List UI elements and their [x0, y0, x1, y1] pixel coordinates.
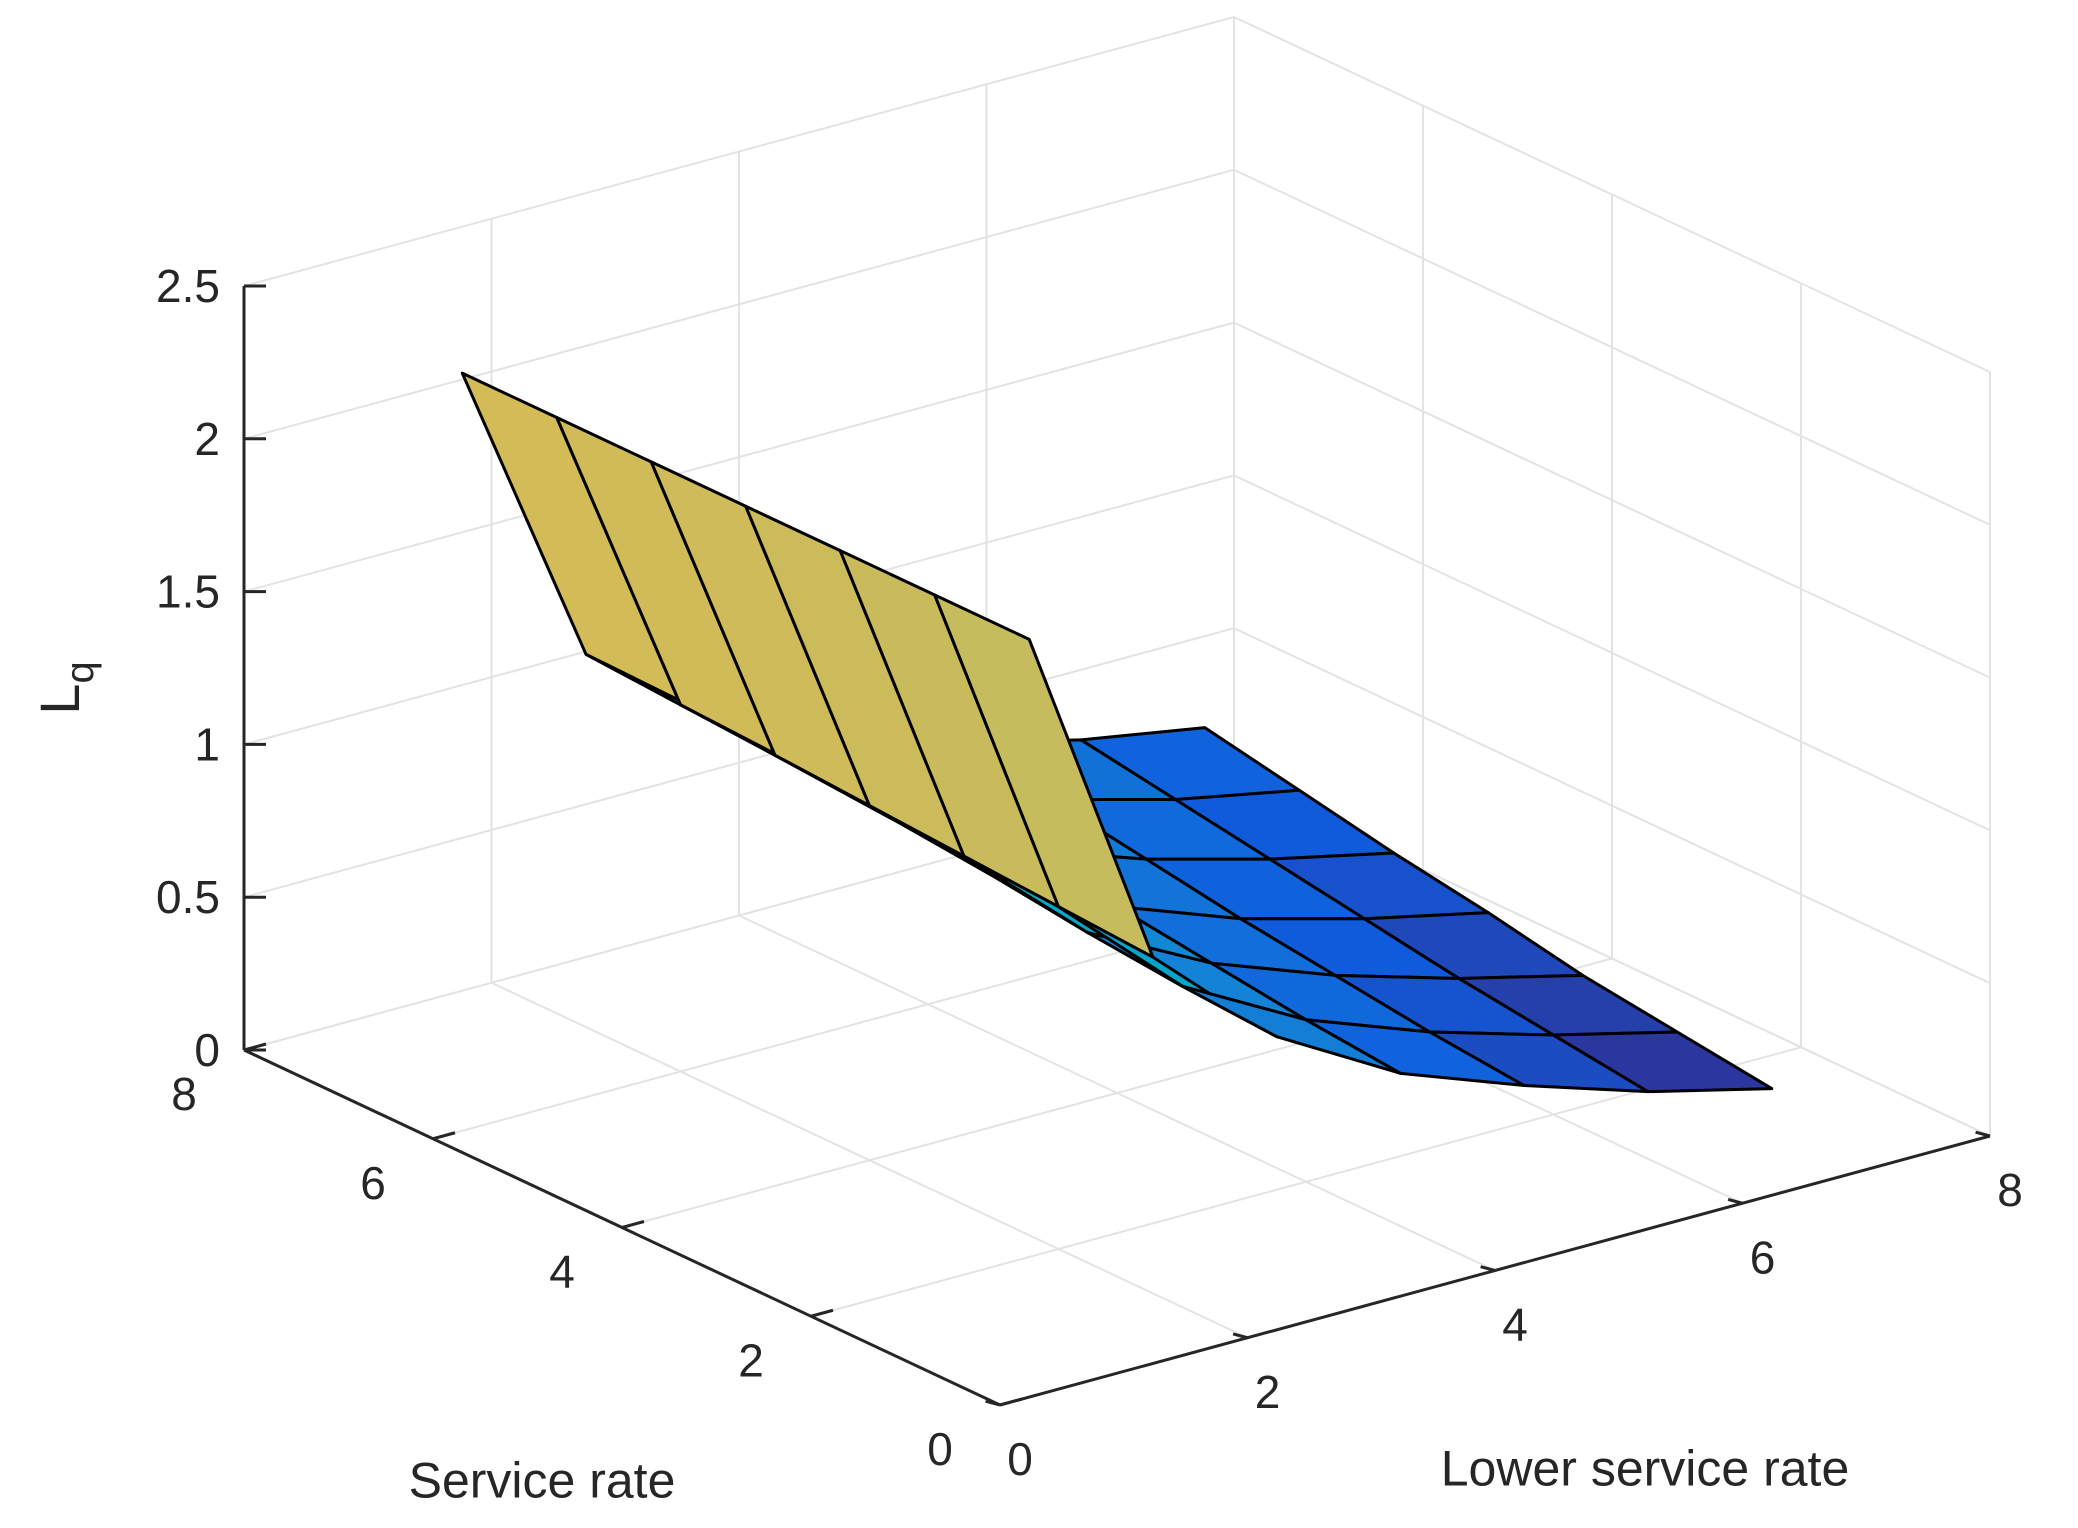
x-tick-label: 0 — [1007, 1433, 1033, 1485]
side-grid-line-z — [1233, 16, 1991, 373]
back-grid-line-z — [243, 16, 1235, 287]
x-tick-mark — [1232, 1332, 1248, 1340]
z-tick-label: 0.5 — [156, 871, 220, 923]
y-tick-label: 2 — [738, 1334, 764, 1386]
labels-layer: Lower service rate Service rate Lq — [28, 661, 1849, 1508]
surface-layer — [460, 371, 1774, 1094]
z-tick-label: 0 — [194, 1024, 220, 1076]
z-axis-label-subscript: q — [58, 661, 102, 683]
z-tick-label: 1 — [194, 718, 220, 770]
x-tick-label: 2 — [1255, 1366, 1281, 1418]
y-tick-mark — [432, 1131, 456, 1141]
z-tick-label: 1.5 — [156, 566, 220, 618]
x-tick-mark — [1975, 1130, 1991, 1138]
z-tick-label: 2 — [194, 413, 220, 465]
x-axis-label: Lower service rate — [1441, 1441, 1850, 1497]
back-grid-line-z — [243, 627, 1235, 899]
x-tick-mark — [985, 1399, 1001, 1407]
z-axis-label: Lq — [28, 661, 102, 714]
side-grid-line-z — [1233, 168, 1991, 526]
surface-patch — [1552, 1030, 1774, 1094]
side-grid-line-z — [1233, 321, 1991, 679]
x-tick-mark — [1727, 1197, 1743, 1205]
side-grid-line-z — [1233, 627, 1991, 985]
y-tick-mark — [999, 1397, 1023, 1407]
y-axis-label: Service rate — [409, 1453, 676, 1509]
x-tick-mark — [1480, 1265, 1496, 1272]
y-tick-mark — [621, 1220, 645, 1229]
side-grid-line-z — [1233, 474, 1991, 832]
x-tick-label: 6 — [1750, 1231, 1776, 1283]
y-tick-label: 8 — [171, 1068, 197, 1120]
z-tick-label: 2.5 — [156, 260, 220, 312]
z-axis-label-main: L — [28, 684, 91, 715]
y-tick-label: 0 — [927, 1423, 953, 1475]
back-grid-line-z — [243, 168, 1235, 440]
back-grid-line-z — [243, 321, 1235, 593]
grid-layer — [243, 16, 1991, 1406]
y-tick-label: 4 — [549, 1246, 575, 1298]
y-tick-mark — [810, 1308, 834, 1318]
x-tick-label: 8 — [1997, 1164, 2023, 1216]
y-tick-label: 6 — [360, 1157, 386, 1209]
x-tick-label: 4 — [1502, 1299, 1528, 1351]
